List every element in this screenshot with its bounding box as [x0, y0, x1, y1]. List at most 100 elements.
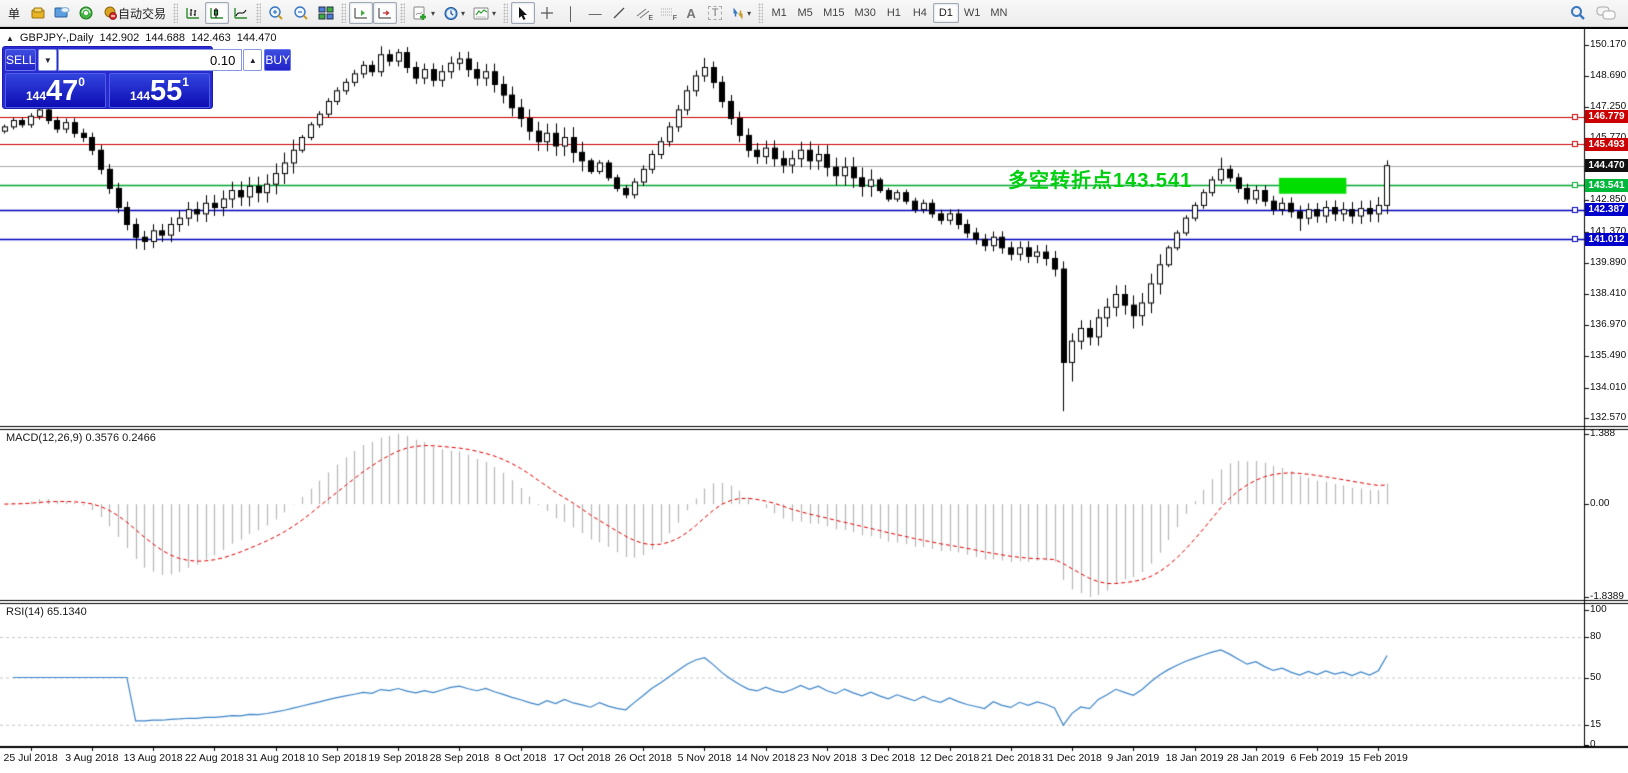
price-tick-label: 142.850	[1590, 194, 1627, 206]
chevron-down-icon: ▾	[431, 8, 436, 18]
date-axis-label: 3 Dec 2018	[861, 752, 916, 764]
new-order-button[interactable]: 单	[2, 2, 26, 24]
volume-decrease-button[interactable]: ▼	[38, 49, 58, 71]
buy-button[interactable]: BUY	[264, 49, 292, 71]
date-axis-label: 13 Aug 2018	[123, 752, 183, 764]
chat-icon[interactable]	[1596, 5, 1616, 21]
indicators-button[interactable]: ▾	[408, 2, 439, 24]
volume-input[interactable]	[58, 49, 243, 71]
buy-price-point: 1	[182, 75, 189, 89]
price-tick-label: 139.890	[1590, 256, 1627, 268]
timeframe-button-M15[interactable]: M15	[823, 7, 845, 19]
date-axis-label: 9 Jan 2019	[1107, 752, 1160, 764]
channel-glyph: E	[648, 15, 654, 22]
macd-values: 0.3576 0.2466	[85, 432, 156, 444]
search-icon[interactable]	[1570, 5, 1586, 21]
chevron-down-icon: ▾	[747, 8, 752, 18]
collapse-icon[interactable]: ▲	[6, 33, 14, 43]
fibo-glyph: F	[672, 15, 678, 22]
market-icon[interactable]	[26, 2, 50, 24]
timeframe-button-MN[interactable]: MN	[990, 7, 1008, 19]
macd-axis-label: 0.00	[1590, 498, 1610, 510]
sell-price-display[interactable]: 144 47 0	[5, 73, 106, 108]
timeframe-button-D1[interactable]: D1	[932, 3, 959, 23]
date-axis-label: 23 Nov 2018	[797, 752, 857, 764]
vertical-line-tool[interactable]: │	[567, 5, 576, 21]
text-glyph: A	[686, 5, 696, 21]
volume-increase-button[interactable]: ▲	[243, 49, 263, 71]
tile-windows-icon[interactable]	[314, 2, 338, 24]
trendline-tool[interactable]	[607, 2, 631, 24]
ohlc-close: 144.470	[236, 32, 277, 44]
rsi-axis-label: 50	[1590, 671, 1602, 683]
date-axis-label: 31 Aug 2018	[246, 752, 306, 764]
label-glyph: T	[707, 6, 723, 20]
rsi-axis-label: 100	[1590, 604, 1607, 615]
arrows-tool[interactable]: ▾	[727, 2, 755, 24]
auto-scroll-icon[interactable]	[349, 2, 374, 24]
macd-name: MACD(12,26,9)	[6, 432, 83, 444]
date-axis-label: 28 Sep 2018	[429, 752, 490, 764]
zoom-in-icon[interactable]	[264, 2, 289, 24]
templates-button[interactable]: ▾	[469, 2, 500, 24]
date-axis-label: 17 Oct 2018	[553, 752, 611, 764]
timeframe-button-H4[interactable]: H4	[912, 7, 927, 19]
price-tick-label: 147.250	[1590, 100, 1627, 112]
macd-axis-label: 1.388	[1590, 428, 1616, 439]
date-axis-label: 18 Jan 2019	[1165, 752, 1224, 764]
signals-icon[interactable]	[74, 2, 98, 24]
sell-price-prefix: 144	[26, 89, 47, 103]
timeframe-button-M30[interactable]: M30	[854, 7, 876, 19]
line-chart-icon[interactable]	[229, 2, 253, 24]
text-tool[interactable]: A	[679, 2, 703, 24]
label-tool[interactable]: T	[703, 2, 727, 24]
toolbar-separator	[256, 3, 262, 23]
buy-price-display[interactable]: 144 55 1	[109, 73, 210, 108]
chart-window: ▲ GBPJPY-,Daily 142.902 144.688 142.463 …	[0, 27, 1628, 773]
sell-button[interactable]: SELL	[5, 49, 37, 71]
price-tick-label: 150.170	[1590, 38, 1627, 50]
timeframe-button-H1[interactable]: H1	[886, 7, 901, 19]
autotrade-button[interactable]: 自动交易	[98, 2, 170, 24]
periods-button[interactable]: ▾	[439, 2, 469, 24]
rsi-indicator-label: RSI(14) 65.1340	[6, 606, 87, 618]
price-tick-label: 136.970	[1590, 318, 1627, 330]
price-tick-label: 141.370	[1590, 225, 1627, 237]
cursor-tool[interactable]	[511, 2, 536, 24]
date-axis-label: 22 Aug 2018	[184, 752, 244, 764]
horizontal-line-tool[interactable]: —	[588, 5, 602, 21]
sell-price-pips: 47	[46, 75, 79, 107]
channel-tool[interactable]: E	[631, 2, 655, 24]
chart-title: ▲ GBPJPY-,Daily 142.902 144.688 142.463 …	[6, 32, 277, 44]
zoom-out-icon[interactable]	[289, 2, 314, 24]
macd-axis-label: -1.8389	[1590, 591, 1624, 602]
chevron-down-icon: ▾	[492, 8, 497, 18]
date-axis-label: 21 Dec 2018	[981, 752, 1041, 764]
bar-chart-icon[interactable]	[181, 2, 205, 24]
timeframe-button-W1[interactable]: W1	[963, 7, 981, 19]
rsi-value: 65.1340	[46, 606, 87, 618]
price-chart-canvas[interactable]	[0, 29, 1628, 773]
crosshair-tool[interactable]	[535, 2, 559, 24]
date-axis-label: 26 Oct 2018	[614, 752, 672, 764]
fibonacci-tool[interactable]: F	[655, 2, 679, 24]
chart-shift-icon[interactable]	[373, 2, 398, 24]
date-axis-label: 10 Sep 2018	[307, 752, 367, 764]
price-badge: 143.541	[1585, 178, 1628, 192]
toolbar-separator	[503, 3, 509, 23]
candlestick-chart-icon[interactable]	[205, 2, 230, 24]
chart-annotation[interactable]: 多空转折点143.541	[1008, 169, 1193, 192]
price-badge: 142.387	[1585, 203, 1628, 217]
rsi-name: RSI(14)	[6, 606, 44, 618]
timeframe-button-M5[interactable]: M5	[797, 7, 813, 19]
price-tick-label: 134.010	[1590, 381, 1627, 393]
sell-price-point: 0	[78, 75, 85, 89]
date-axis-label: 25 Jul 2018	[3, 752, 58, 764]
date-axis-label: 12 Dec 2018	[919, 752, 980, 764]
timeframe-button-M1[interactable]: M1	[771, 7, 787, 19]
ohlc-high: 144.688	[145, 32, 186, 44]
new-order-label: 单	[7, 6, 20, 21]
vps-icon[interactable]	[50, 2, 74, 24]
autotrade-label: 自动交易	[118, 6, 167, 21]
